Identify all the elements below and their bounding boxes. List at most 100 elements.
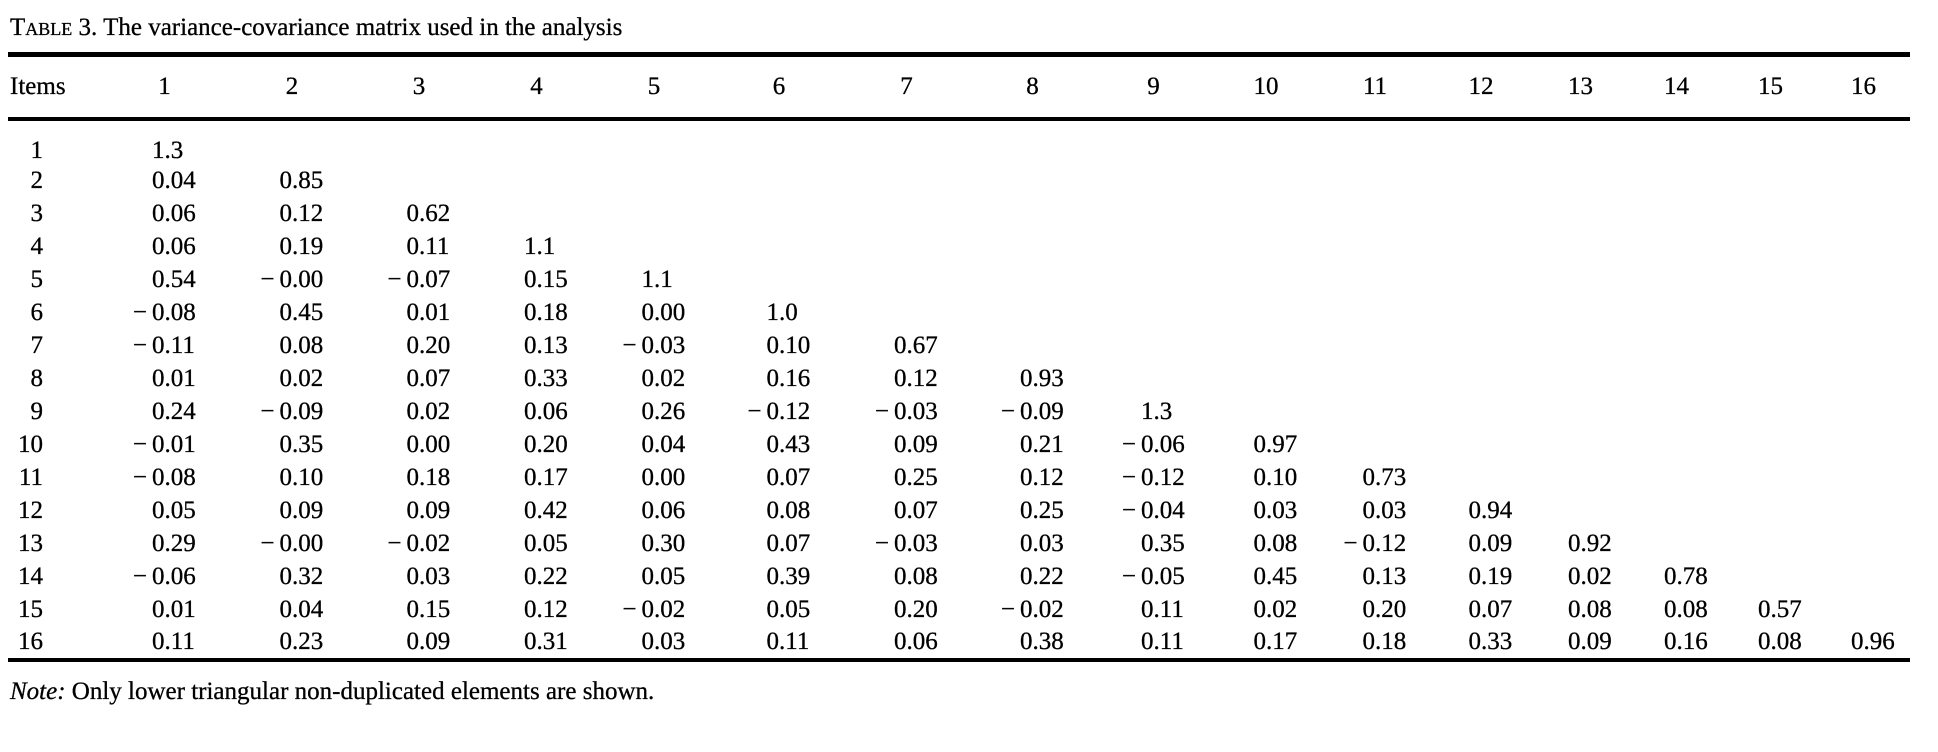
matrix-cell: 0.08 (1664, 596, 1708, 623)
matrix-cell (1532, 264, 1629, 297)
matrix-cell (1095, 363, 1212, 396)
matrix-cell: 0.16 (766, 365, 811, 392)
matrix-cell (1095, 231, 1212, 264)
matrix-cell: − 0.09 (1000, 398, 1064, 425)
matrix-cell: 0.04 (152, 167, 196, 194)
matrix-cell: 0.05 (152, 497, 196, 524)
row-item-label: 8 (30, 365, 43, 392)
matrix-row-9: 9 0.24 − 0.09 0.02 0.06 0.26 − 0.12 − 0.03 − 0.0… (8, 396, 1910, 429)
matrix-cell (715, 119, 843, 165)
matrix-cell: 0.22 (1020, 563, 1064, 590)
matrix-cell: 0.11 (406, 233, 450, 260)
matrix-cell (715, 198, 843, 231)
matrix-cell (1629, 495, 1724, 528)
matrix-cell: 0.01 (152, 365, 196, 392)
matrix-cell (715, 231, 843, 264)
matrix-cell: 0.18 (406, 464, 451, 491)
matrix-cell (1532, 363, 1629, 396)
matrix-cell: 0.02 (641, 365, 686, 392)
matrix-cell: 0.85 (279, 167, 324, 194)
matrix-cell (1724, 119, 1817, 165)
column-header-15: 15 (1758, 72, 1783, 100)
matrix-cell (593, 165, 715, 198)
matrix-cell: 0.05 (524, 530, 568, 557)
matrix-cell: 0.93 (1020, 365, 1064, 392)
matrix-cell: 0.35 (279, 431, 324, 458)
matrix-cell: 0.11 (1141, 628, 1184, 655)
matrix-cell: − 0.03 (874, 398, 938, 425)
matrix-cell: 0.07 (766, 464, 811, 491)
row-item-label: 13 (18, 530, 43, 557)
matrix-cell: 0.10 (1253, 464, 1298, 491)
matrix-cell (1212, 264, 1320, 297)
row-item-label: 9 (30, 398, 43, 425)
matrix-cell (593, 231, 715, 264)
row-item-label: 11 (18, 464, 43, 491)
matrix-cell (970, 119, 1095, 165)
matrix-cell (1629, 363, 1724, 396)
matrix-body: 1 1.3 2 0.04 0.85 3 0.06 0.12 0.62 4 0.06 0.19 0.11 1… (8, 119, 1910, 660)
matrix-row-5: 5 0.54 − 0.00 − 0.07 0.15 1.1 (8, 264, 1910, 297)
matrix-cell: 0.12 (1020, 464, 1064, 491)
matrix-cell: 0.57 (1758, 596, 1802, 623)
matrix-cell: 0.08 (279, 332, 324, 359)
matrix-cell: − 0.00 (260, 266, 324, 293)
row-item-label: 7 (30, 332, 43, 359)
matrix-cell (1320, 363, 1430, 396)
column-header-4: 4 (530, 72, 543, 100)
matrix-cell (1629, 429, 1724, 462)
matrix-cell (1320, 396, 1430, 429)
matrix-cell (1532, 198, 1629, 231)
matrix-cell: 0.16 (1664, 628, 1708, 655)
matrix-cell: 0.45 (279, 299, 324, 326)
row-item-label: 2 (30, 167, 43, 194)
matrix-cell (970, 330, 1095, 363)
matrix-cell: 0.33 (1468, 628, 1513, 655)
matrix-cell (1320, 330, 1430, 363)
matrix-cell: − 0.07 (387, 266, 451, 293)
matrix-cell (1320, 119, 1430, 165)
matrix-cell (1095, 198, 1212, 231)
matrix-cell (1320, 198, 1430, 231)
matrix-cell (1724, 165, 1817, 198)
matrix-cell: 0.18 (524, 299, 568, 326)
matrix-cell: 0.05 (641, 563, 686, 590)
matrix-cell: 0.96 (1851, 628, 1895, 655)
matrix-cell: − 0.12 (1121, 464, 1185, 491)
column-header-8: 8 (1026, 72, 1039, 100)
matrix-cell: 0.22 (524, 563, 568, 590)
row-item-label: 3 (30, 200, 43, 227)
matrix-cell (480, 198, 593, 231)
matrix-row-2: 2 0.04 0.85 (8, 165, 1910, 198)
row-item-label: 15 (18, 596, 43, 623)
matrix-cell: 0.05 (766, 596, 811, 623)
note-label: Note: (10, 677, 66, 705)
matrix-cell (1817, 429, 1910, 462)
matrix-cell: 0.33 (524, 365, 568, 392)
matrix-cell (1629, 297, 1724, 330)
matrix-cell: − 0.05 (1121, 563, 1185, 590)
matrix-cell (1532, 297, 1629, 330)
matrix-cell (1095, 297, 1212, 330)
matrix-cell: 0.39 (766, 563, 811, 590)
matrix-cell: − 0.11 (132, 332, 195, 359)
row-item-label: 1 (30, 136, 43, 164)
matrix-cell: − 0.03 (622, 332, 686, 359)
matrix-cell (1430, 119, 1532, 165)
matrix-cell (1430, 396, 1532, 429)
matrix-cell (1430, 231, 1532, 264)
matrix-cell (1724, 198, 1817, 231)
matrix-cell: − 0.12 (747, 398, 811, 425)
matrix-cell: 0.38 (1020, 628, 1064, 655)
row-item-label: 5 (30, 266, 43, 293)
matrix-cell (1212, 363, 1320, 396)
matrix-cell (593, 198, 715, 231)
table-note: Note: Only lower triangular non-duplicat… (10, 677, 1924, 706)
matrix-cell (1212, 231, 1320, 264)
matrix-cell: 0.09 (1468, 530, 1513, 557)
matrix-cell: 0.24 (152, 398, 196, 425)
matrix-cell (1724, 264, 1817, 297)
matrix-cell: 0.11 (766, 628, 810, 655)
matrix-cell (358, 119, 480, 165)
